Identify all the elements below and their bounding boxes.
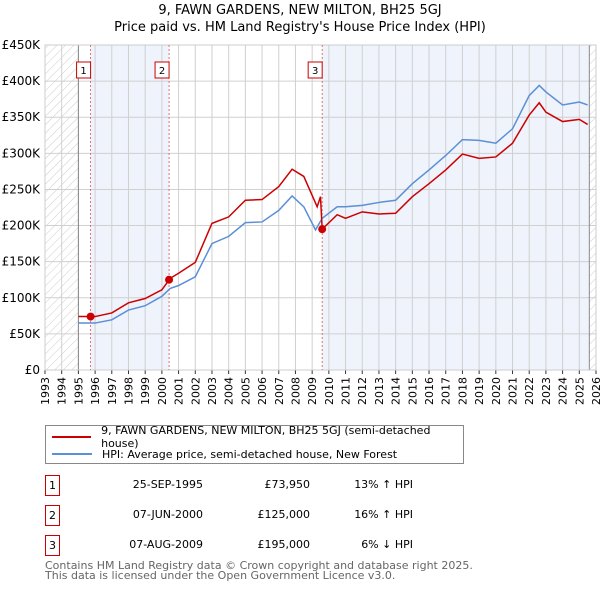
legend-swatch bbox=[52, 436, 92, 438]
chart-title: 9, FAWN GARDENS, NEW MILTON, BH25 5GJ bbox=[158, 3, 442, 18]
x-tick-label: 2013 bbox=[373, 377, 386, 405]
sale-price: £73,950 bbox=[264, 478, 311, 491]
sale-marker-label: 1 bbox=[80, 66, 86, 77]
sale-hpi-diff: 6% ↓ HPI bbox=[361, 538, 413, 551]
legend-item-hpi: HPI: Average price, semi-detached house,… bbox=[52, 447, 397, 461]
legend: 9, FAWN GARDENS, NEW MILTON, BH25 5GJ (s… bbox=[45, 424, 464, 464]
line-chart: 1993 1994 1995 1996 1997 1998 1999 2000 2001 2002… bbox=[2, 38, 600, 405]
legend-swatch bbox=[52, 453, 92, 455]
sale-price: £195,000 bbox=[257, 538, 311, 551]
y-tick-label: £150K bbox=[2, 255, 42, 269]
sale-hpi-diff: 13% ↑ HPI bbox=[354, 478, 413, 491]
x-tick-label: 2021 bbox=[507, 377, 520, 405]
footer-line: This data is licensed under the Open Gov… bbox=[45, 569, 396, 582]
legend-label: 9, FAWN GARDENS, NEW MILTON, BH25 5GJ (s… bbox=[101, 424, 431, 450]
sale-date: 25-SEP-1995 bbox=[132, 478, 203, 491]
sale-marker-box bbox=[307, 61, 323, 79]
sale-marker-label: 2 bbox=[159, 66, 165, 77]
x-tick-label: 1997 bbox=[106, 377, 119, 405]
x-tick-label: 1993 bbox=[39, 377, 52, 405]
x-tick-label: 2002 bbox=[189, 377, 202, 405]
x-tick-label: 1998 bbox=[122, 377, 135, 405]
y-tick-label: £200K bbox=[2, 219, 42, 233]
x-tick-label: 2016 bbox=[423, 377, 436, 405]
x-tick-label: 2017 bbox=[440, 377, 453, 405]
x-tick-label: 2025 bbox=[573, 377, 586, 405]
x-tick-label: 2011 bbox=[340, 377, 353, 405]
shaded-period bbox=[90, 45, 170, 370]
chart-subtitle: Price paid vs. HM Land Registry's House … bbox=[114, 20, 486, 35]
sale-row: 2 07-JUN-2000 £125,000 16% ↑ HPI bbox=[45, 505, 465, 526]
x-tick-label: 2018 bbox=[456, 377, 469, 405]
sale-marker-label: 2 bbox=[45, 505, 60, 526]
sale-hpi-diff: 16% ↑ HPI bbox=[354, 508, 413, 521]
x-tick-label: 2026 bbox=[590, 377, 600, 405]
x-tick-label: 2014 bbox=[390, 377, 403, 405]
x-tick-label: 2012 bbox=[356, 377, 369, 405]
sale-price: £125,000 bbox=[257, 508, 311, 521]
x-tick-label: 2015 bbox=[406, 377, 419, 405]
sale-row: 3 07-AUG-2009 £195,000 6% ↓ HPI bbox=[45, 535, 465, 556]
sale-date: 07-AUG-2009 bbox=[129, 538, 203, 551]
sale-point bbox=[318, 225, 327, 234]
sale-marker-box bbox=[76, 61, 92, 79]
x-tick-label: 2008 bbox=[289, 377, 302, 405]
shaded-period bbox=[322, 45, 590, 370]
x-tick-label: 2004 bbox=[223, 377, 236, 405]
plot-border bbox=[44, 44, 597, 371]
y-tick-label: £350K bbox=[2, 110, 42, 124]
footer-line: Contains HM Land Registry data © Crown c… bbox=[45, 559, 473, 572]
x-tick-label: 2019 bbox=[473, 377, 486, 405]
hpi-line bbox=[78, 84, 588, 324]
x-tick-label: 2020 bbox=[490, 377, 503, 405]
x-tick-label: 1999 bbox=[139, 377, 152, 405]
x-tick-label: 2000 bbox=[156, 377, 169, 405]
x-tick-label: 2001 bbox=[173, 377, 186, 405]
x-tick-label: 2023 bbox=[540, 377, 553, 405]
sale-marker-label: 3 bbox=[45, 535, 60, 556]
sale-date: 07-JUN-2000 bbox=[132, 508, 203, 521]
sale-marker-label: 3 bbox=[312, 66, 318, 77]
no-data-hatch bbox=[589, 45, 596, 370]
x-tick-label: 2010 bbox=[323, 377, 336, 405]
y-tick-label: £100K bbox=[2, 291, 42, 305]
sale-marker-label: 1 bbox=[45, 475, 60, 496]
x-tick-label: 2006 bbox=[256, 377, 269, 405]
x-tick-label: 2005 bbox=[239, 377, 252, 405]
x-tick-label: 2007 bbox=[273, 377, 286, 405]
y-tick-label: £450K bbox=[2, 38, 42, 52]
sale-point bbox=[86, 312, 95, 321]
legend-label: HPI: Average price, semi-detached house,… bbox=[102, 447, 398, 461]
y-tick-label: £0 bbox=[25, 363, 40, 377]
sale-point bbox=[165, 275, 174, 284]
x-tick-label: 1994 bbox=[56, 377, 69, 405]
x-tick-label: 2003 bbox=[206, 377, 219, 405]
y-tick-label: £300K bbox=[2, 146, 42, 160]
y-tick-label: £50K bbox=[9, 327, 41, 341]
x-tick-label: 2022 bbox=[523, 377, 536, 405]
y-tick-label: £400K bbox=[2, 74, 42, 88]
y-tick-label: £250K bbox=[2, 182, 42, 196]
x-tick-label: 2024 bbox=[557, 377, 570, 405]
x-tick-label: 1995 bbox=[72, 377, 85, 405]
sale-row: 1 25-SEP-1995 £73,950 13% ↑ HPI bbox=[45, 475, 465, 496]
x-tick-label: 1996 bbox=[89, 377, 102, 405]
legend-item-property: 9, FAWN GARDENS, NEW MILTON, BH25 5GJ (s… bbox=[52, 424, 463, 450]
footer: Contains HM Land Registry data © Crown c… bbox=[45, 559, 473, 582]
x-tick-label: 2009 bbox=[306, 377, 319, 405]
sale-marker-box bbox=[154, 61, 170, 79]
